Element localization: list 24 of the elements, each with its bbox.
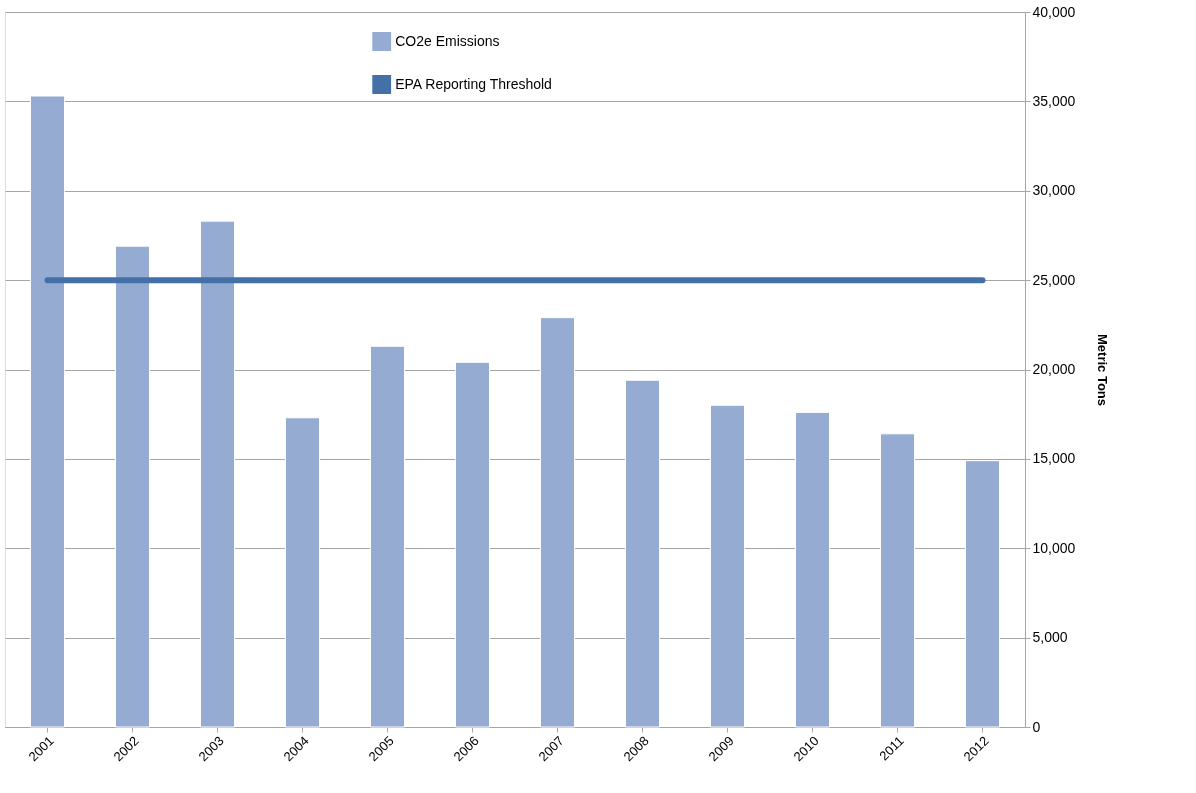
y-tick-label: 5,000	[1032, 629, 1068, 646]
legend-label: EPA Reporting Threshold	[395, 75, 552, 92]
bar	[880, 433, 915, 728]
y-tick-label: 35,000	[1032, 92, 1076, 109]
bar	[30, 95, 65, 728]
y-tick-label: 15,000	[1032, 450, 1076, 467]
bar	[455, 361, 490, 728]
bar	[540, 317, 575, 728]
bar	[115, 245, 150, 728]
bar	[625, 379, 660, 728]
y-tick-label: 0	[1032, 718, 1041, 735]
legend-label: CO2e Emissions	[395, 32, 500, 49]
y-tick-label: 25,000	[1032, 271, 1076, 288]
y-tick-label: 20,000	[1032, 361, 1076, 377]
bar	[795, 411, 830, 728]
bar	[965, 460, 1000, 728]
bar	[285, 417, 320, 728]
y-tick-label: 10,000	[1032, 539, 1076, 556]
bar	[710, 404, 745, 728]
y-axis-title: Metric Tons	[1095, 334, 1111, 406]
bar	[200, 220, 235, 728]
y-tick-label: 40,000	[1032, 3, 1076, 20]
y-tick-label: 30,000	[1032, 182, 1076, 199]
bar	[370, 345, 405, 728]
